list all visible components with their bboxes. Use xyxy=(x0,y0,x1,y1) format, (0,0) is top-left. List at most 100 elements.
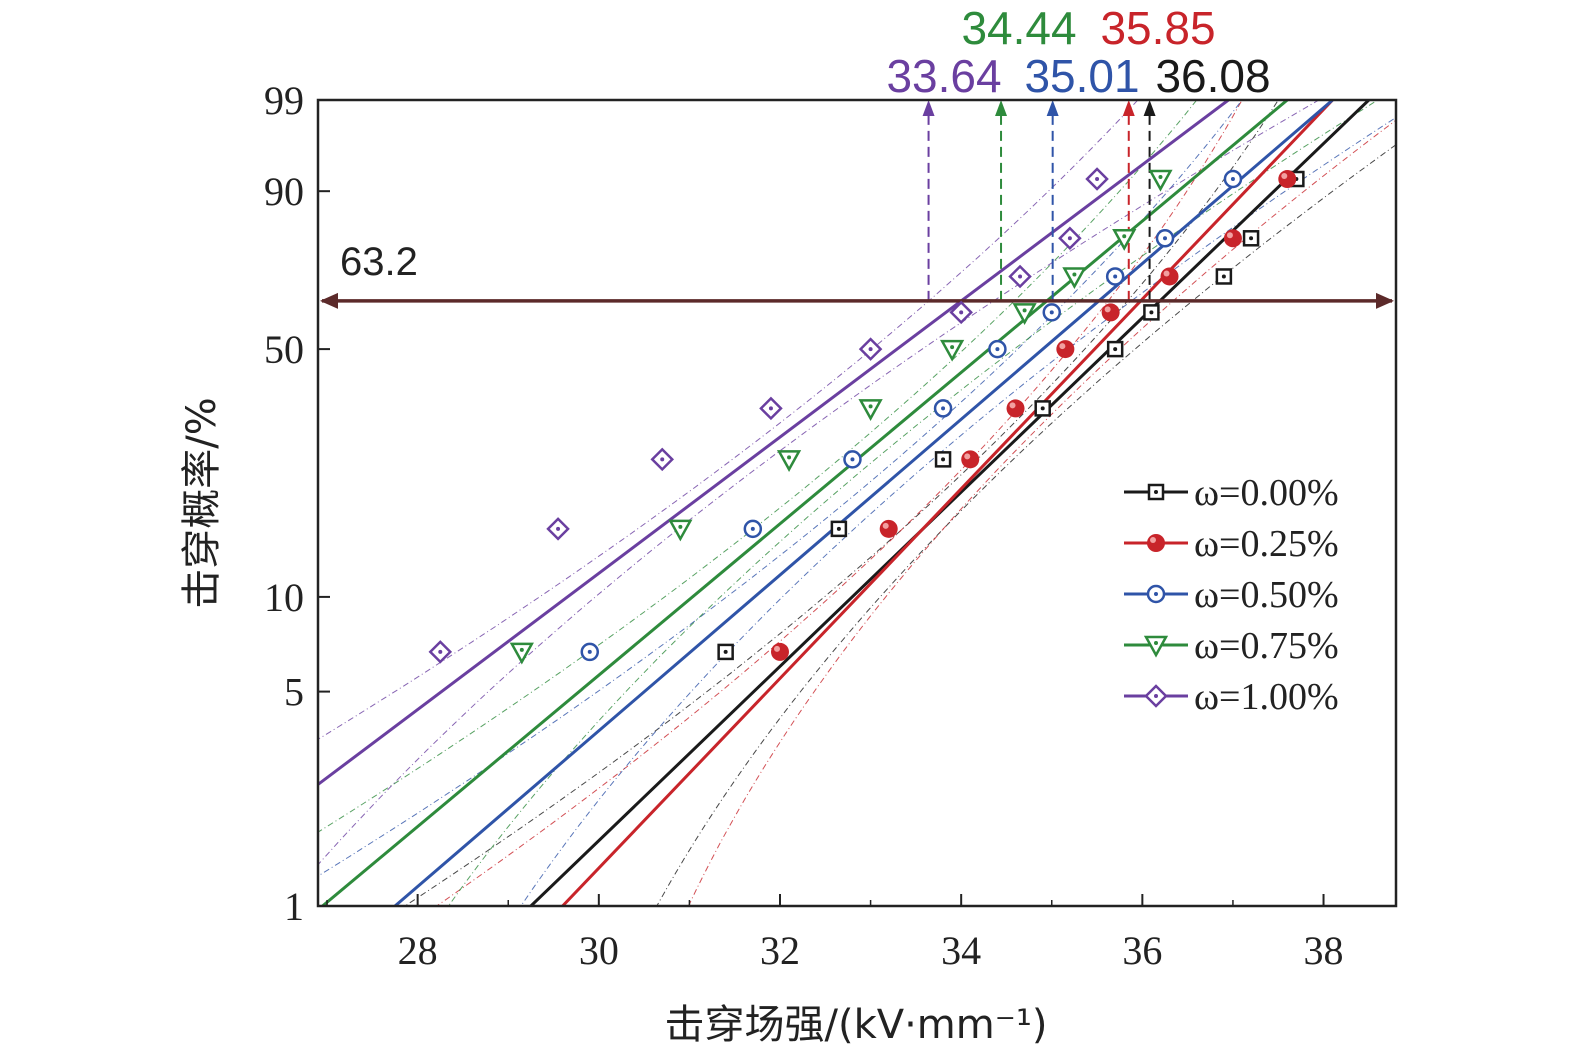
x-axis: 28 30 32 34 36 38 xyxy=(326,894,1344,973)
data-point-025 xyxy=(1101,303,1120,322)
x-tick-label: 32 xyxy=(760,928,800,973)
legend-item-050: ω=0.50% xyxy=(1124,574,1339,616)
x-tick-label: 36 xyxy=(1122,928,1162,973)
data-point-050 xyxy=(1105,267,1125,286)
legend-item-000: ω=0.00% xyxy=(1124,472,1339,514)
data-point-025 xyxy=(1056,340,1075,359)
y-axis-title: 击穿概率/% xyxy=(179,397,225,608)
data-point-025 xyxy=(961,450,980,469)
annotation-value-050: 35.01 xyxy=(1024,50,1139,102)
data-point-000 xyxy=(1106,340,1124,358)
confidence-band-050 xyxy=(318,100,1243,877)
data-point-075 xyxy=(1062,267,1087,290)
confidence-band-000 xyxy=(656,144,1396,906)
y-tick-label: 90 xyxy=(264,169,304,214)
data-point-000 xyxy=(1242,230,1260,247)
data-point-100 xyxy=(428,640,453,664)
annotation-arrow-050 xyxy=(1046,100,1059,116)
fit-line-075 xyxy=(321,100,1289,906)
data-point-000 xyxy=(717,643,734,661)
data-point-050 xyxy=(843,450,862,469)
annotation-arrow-100 xyxy=(922,100,935,116)
data-point-100 xyxy=(546,517,570,541)
reference-arrow-right xyxy=(1376,292,1394,309)
data-point-100 xyxy=(949,300,973,325)
annotation-value-025: 35.85 xyxy=(1100,2,1215,54)
fit-line-025 xyxy=(561,100,1334,906)
legend-item-075: ω=0.75% xyxy=(1124,625,1339,667)
legend-label: ω=0.00% xyxy=(1194,472,1339,514)
data-point-075 xyxy=(776,450,802,472)
plot-frame xyxy=(316,98,1398,908)
data-point-025 xyxy=(1006,399,1025,418)
data-point-025 xyxy=(1278,170,1297,189)
data-point-050 xyxy=(743,519,763,539)
data-point-100 xyxy=(759,396,783,421)
data-point-075 xyxy=(1012,303,1037,325)
data-point-000 xyxy=(934,451,952,468)
y-tick-label: 5 xyxy=(284,670,304,715)
annotation-value-100: 33.64 xyxy=(886,50,1001,102)
annotation-arrow-000 xyxy=(1143,100,1156,116)
data-point-000 xyxy=(1034,400,1051,417)
x-axis-title: 击穿场强/(kV·mm⁻¹) xyxy=(664,1002,1047,1048)
data-point-075 xyxy=(668,519,693,542)
data-point-100 xyxy=(1058,226,1082,251)
y-tick-label: 10 xyxy=(264,575,304,620)
data-point-100 xyxy=(858,337,883,361)
legend: ω=0.00% ω=0.25% ω=0.50% ω=0.75% ω=1.00% xyxy=(1124,472,1339,718)
data-point-000 xyxy=(1143,304,1160,321)
data-points xyxy=(428,167,1305,665)
legend-item-100: ω=1.00% xyxy=(1124,676,1339,718)
data-point-050 xyxy=(1223,169,1243,189)
x-tick-label: 28 xyxy=(398,928,438,973)
reference-label: 63.2 xyxy=(340,240,418,284)
confidence-band-025 xyxy=(687,119,1396,906)
data-point-050 xyxy=(988,339,1007,359)
legend-item-025: ω=0.25% xyxy=(1124,523,1339,565)
data-point-025 xyxy=(879,519,898,538)
y-tick-label: 1 xyxy=(284,884,304,929)
annotation-arrow-075 xyxy=(995,100,1008,116)
confidence-band-075 xyxy=(447,100,1379,906)
annotation-value-075: 34.44 xyxy=(961,2,1076,54)
data-point-075 xyxy=(858,399,883,421)
data-point-025 xyxy=(1223,229,1242,248)
data-point-100 xyxy=(1008,264,1032,289)
data-point-100 xyxy=(650,447,675,472)
legend-label: ω=0.25% xyxy=(1194,523,1339,565)
confidence-bands xyxy=(318,100,1396,906)
fit-line-100 xyxy=(318,100,1230,786)
data-point-050 xyxy=(1042,303,1062,322)
data-point-075 xyxy=(509,642,534,665)
data-point-050 xyxy=(933,399,953,418)
legend-label: ω=0.50% xyxy=(1194,574,1339,616)
fit-line-050 xyxy=(394,100,1334,906)
confidence-band-100 xyxy=(318,100,1139,740)
data-point-075 xyxy=(1112,229,1137,251)
data-point-050 xyxy=(580,642,600,662)
data-point-025 xyxy=(771,642,789,661)
y-tick-label: 99 xyxy=(264,78,304,123)
data-point-025 xyxy=(1160,267,1179,286)
reference-line-63-2: 63.2 xyxy=(320,240,1394,309)
data-point-000 xyxy=(830,520,848,538)
y-tick-label: 50 xyxy=(264,327,304,372)
annotation-arrow-025 xyxy=(1122,100,1135,116)
y-axis: 1 5 10 50 90 99 xyxy=(264,78,330,929)
x-tick-label: 34 xyxy=(941,928,981,973)
data-point-075 xyxy=(1148,169,1173,192)
legend-label: ω=0.75% xyxy=(1194,625,1339,667)
data-point-000 xyxy=(1215,268,1233,285)
legend-label: ω=1.00% xyxy=(1194,676,1339,718)
data-point-075 xyxy=(939,339,965,362)
data-point-050 xyxy=(1155,229,1175,248)
annotation-value-000: 36.08 xyxy=(1155,50,1270,102)
confidence-band-050 xyxy=(520,116,1396,906)
confidence-band-100 xyxy=(318,100,1320,866)
confidence-band-075 xyxy=(318,100,1198,833)
data-point-100 xyxy=(1085,167,1109,191)
x-tick-label: 38 xyxy=(1304,928,1344,973)
